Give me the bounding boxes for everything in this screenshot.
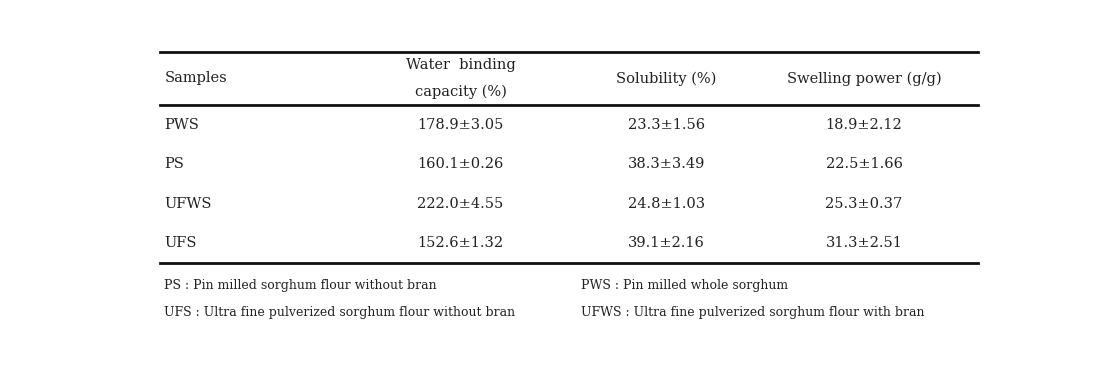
Text: Samples: Samples <box>164 71 227 85</box>
Text: 39.1±2.16: 39.1±2.16 <box>628 236 705 250</box>
Text: PS : Pin milled sorghum flour without bran: PS : Pin milled sorghum flour without br… <box>164 279 437 292</box>
Text: 178.9±3.05: 178.9±3.05 <box>418 118 504 132</box>
Text: 38.3±3.49: 38.3±3.49 <box>628 157 706 171</box>
Text: UFWS: UFWS <box>164 197 212 211</box>
Text: UFS: UFS <box>164 236 197 250</box>
Text: Solubility (%): Solubility (%) <box>616 71 717 86</box>
Text: 22.5±1.66: 22.5±1.66 <box>825 157 903 171</box>
Text: 24.8±1.03: 24.8±1.03 <box>628 197 705 211</box>
Text: 160.1±0.26: 160.1±0.26 <box>418 157 504 171</box>
Text: UFS : Ultra fine pulverized sorghum flour without bran: UFS : Ultra fine pulverized sorghum flou… <box>164 306 515 319</box>
Text: 152.6±1.32: 152.6±1.32 <box>418 236 503 250</box>
Text: 18.9±2.12: 18.9±2.12 <box>825 118 903 132</box>
Text: capacity (%): capacity (%) <box>414 84 506 98</box>
Text: 222.0±4.55: 222.0±4.55 <box>418 197 504 211</box>
Text: PWS: PWS <box>164 118 199 132</box>
Text: PWS : Pin milled whole sorghum: PWS : Pin milled whole sorghum <box>581 279 788 292</box>
Text: Swelling power (g/g): Swelling power (g/g) <box>787 71 942 86</box>
Text: PS: PS <box>164 157 184 171</box>
Text: Water  binding: Water binding <box>406 58 515 73</box>
Text: 23.3±1.56: 23.3±1.56 <box>628 118 705 132</box>
Text: 31.3±2.51: 31.3±2.51 <box>825 236 903 250</box>
Text: 25.3±0.37: 25.3±0.37 <box>825 197 903 211</box>
Text: UFWS : Ultra fine pulverized sorghum flour with bran: UFWS : Ultra fine pulverized sorghum flo… <box>581 306 924 319</box>
